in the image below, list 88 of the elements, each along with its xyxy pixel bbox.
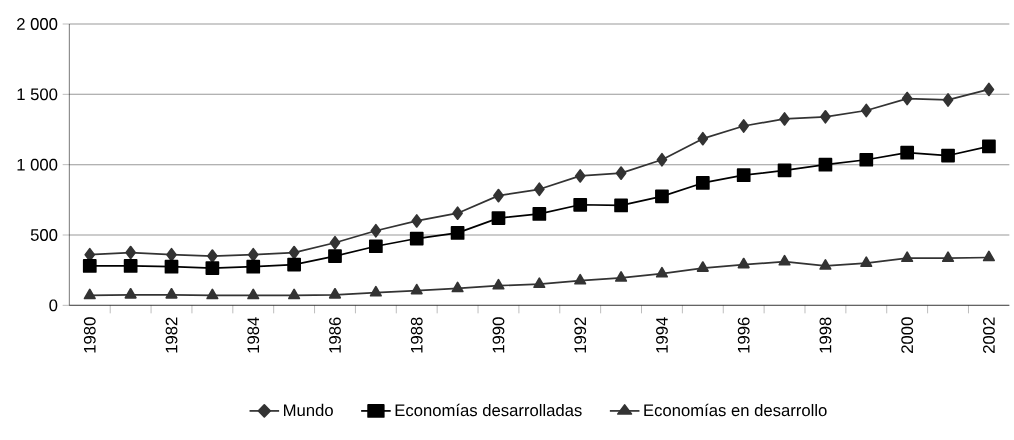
point bbox=[737, 257, 750, 269]
point bbox=[164, 259, 179, 274]
point bbox=[370, 223, 382, 238]
y-tick-label: 0 bbox=[49, 299, 58, 312]
point bbox=[123, 259, 138, 273]
point bbox=[369, 285, 382, 297]
point bbox=[573, 197, 588, 212]
point bbox=[409, 231, 424, 246]
point bbox=[574, 169, 586, 183]
point bbox=[329, 235, 341, 250]
point bbox=[491, 211, 506, 225]
point bbox=[615, 271, 628, 282]
point bbox=[656, 152, 668, 167]
point bbox=[859, 152, 874, 167]
point bbox=[82, 259, 97, 273]
point bbox=[941, 148, 955, 163]
point bbox=[860, 103, 872, 118]
point bbox=[207, 249, 218, 263]
point bbox=[124, 287, 137, 299]
x-tick-label: 1994 bbox=[656, 317, 668, 353]
point bbox=[777, 163, 792, 178]
point bbox=[860, 256, 873, 267]
point bbox=[901, 251, 914, 263]
x-tick-label: 1986 bbox=[329, 317, 341, 353]
point bbox=[614, 198, 628, 213]
point bbox=[778, 254, 791, 266]
point bbox=[451, 281, 464, 293]
point bbox=[696, 261, 709, 272]
legend-label: Economías en desarrollo bbox=[644, 403, 827, 417]
x-tick-label: 1980 bbox=[83, 317, 96, 353]
point bbox=[533, 182, 545, 197]
point bbox=[982, 250, 995, 262]
point bbox=[697, 131, 709, 146]
point bbox=[819, 259, 832, 270]
x-tick-label: 2000 bbox=[901, 317, 914, 353]
point bbox=[493, 188, 504, 203]
point bbox=[982, 139, 996, 154]
point bbox=[287, 257, 301, 272]
y-tick-label: 1 500 bbox=[17, 88, 58, 101]
point bbox=[165, 287, 178, 299]
point bbox=[779, 112, 790, 126]
x-tick-label: 1992 bbox=[574, 317, 587, 353]
point bbox=[166, 247, 177, 262]
x-tick-label: 1990 bbox=[492, 317, 505, 353]
point bbox=[983, 82, 995, 97]
point bbox=[900, 145, 915, 160]
y-tick-label: 1 000 bbox=[17, 158, 58, 171]
point bbox=[125, 245, 137, 260]
point bbox=[818, 157, 833, 172]
point bbox=[83, 288, 96, 300]
point bbox=[820, 109, 831, 124]
point bbox=[246, 259, 261, 274]
point bbox=[736, 168, 751, 183]
point bbox=[288, 245, 300, 260]
x-tick-label: 1996 bbox=[737, 317, 750, 353]
y-tick-label: 500 bbox=[30, 229, 58, 241]
point bbox=[941, 251, 955, 263]
x-tick-label: 1998 bbox=[819, 317, 832, 353]
legend-label: Economías desarrolladas bbox=[395, 403, 582, 417]
point bbox=[492, 278, 505, 290]
point bbox=[655, 189, 669, 204]
point bbox=[328, 249, 342, 263]
point bbox=[901, 91, 913, 106]
point bbox=[574, 273, 587, 285]
point bbox=[452, 206, 463, 221]
point bbox=[247, 288, 260, 300]
point bbox=[328, 287, 342, 299]
point bbox=[410, 283, 423, 295]
point bbox=[247, 247, 259, 262]
point bbox=[411, 214, 423, 228]
x-tick-label: 1988 bbox=[410, 317, 423, 353]
legend-label: Mundo bbox=[284, 403, 333, 417]
point bbox=[695, 176, 710, 190]
point bbox=[533, 277, 546, 289]
point bbox=[655, 266, 669, 278]
point bbox=[206, 288, 219, 300]
point bbox=[738, 119, 750, 133]
x-tick-label: 1984 bbox=[247, 317, 260, 353]
point bbox=[532, 207, 547, 221]
point bbox=[288, 288, 301, 300]
point bbox=[205, 261, 220, 275]
point bbox=[942, 93, 954, 107]
x-tick-label: 1982 bbox=[165, 317, 178, 353]
point bbox=[450, 226, 465, 240]
x-tick-label: 2002 bbox=[983, 317, 995, 353]
point bbox=[615, 166, 627, 180]
point bbox=[368, 239, 383, 254]
y-tick-label: 2 000 bbox=[17, 18, 58, 30]
